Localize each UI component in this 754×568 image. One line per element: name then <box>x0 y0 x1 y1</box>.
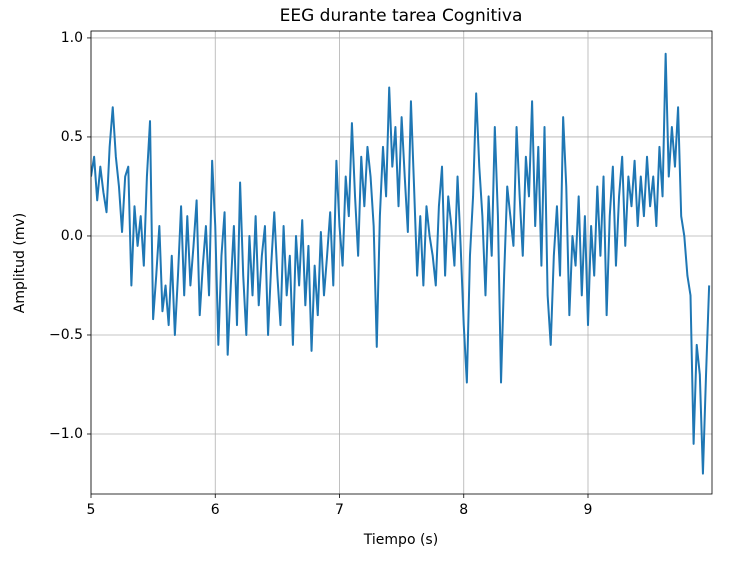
x-tick-label: 6 <box>211 502 220 518</box>
y-axis-label: Amplitud (mv) <box>12 213 28 313</box>
chart-title: EEG durante tarea Cognitiva <box>280 6 523 26</box>
x-axis-label: Tiempo (s) <box>363 532 438 548</box>
signal-line <box>91 52 711 475</box>
plot-frame <box>90 30 713 495</box>
x-tick-label: 8 <box>459 502 468 518</box>
x-tick-label: 7 <box>335 502 344 518</box>
y-tick-label: −0.5 <box>49 327 83 343</box>
y-tick-label: 0.0 <box>61 228 83 244</box>
x-tick-label: 9 <box>584 502 593 518</box>
y-tick-label: 0.5 <box>61 129 83 145</box>
y-tick-label: 1.0 <box>61 30 83 46</box>
y-tick-label: −1.0 <box>49 426 83 442</box>
x-tick-label: 5 <box>87 502 96 518</box>
